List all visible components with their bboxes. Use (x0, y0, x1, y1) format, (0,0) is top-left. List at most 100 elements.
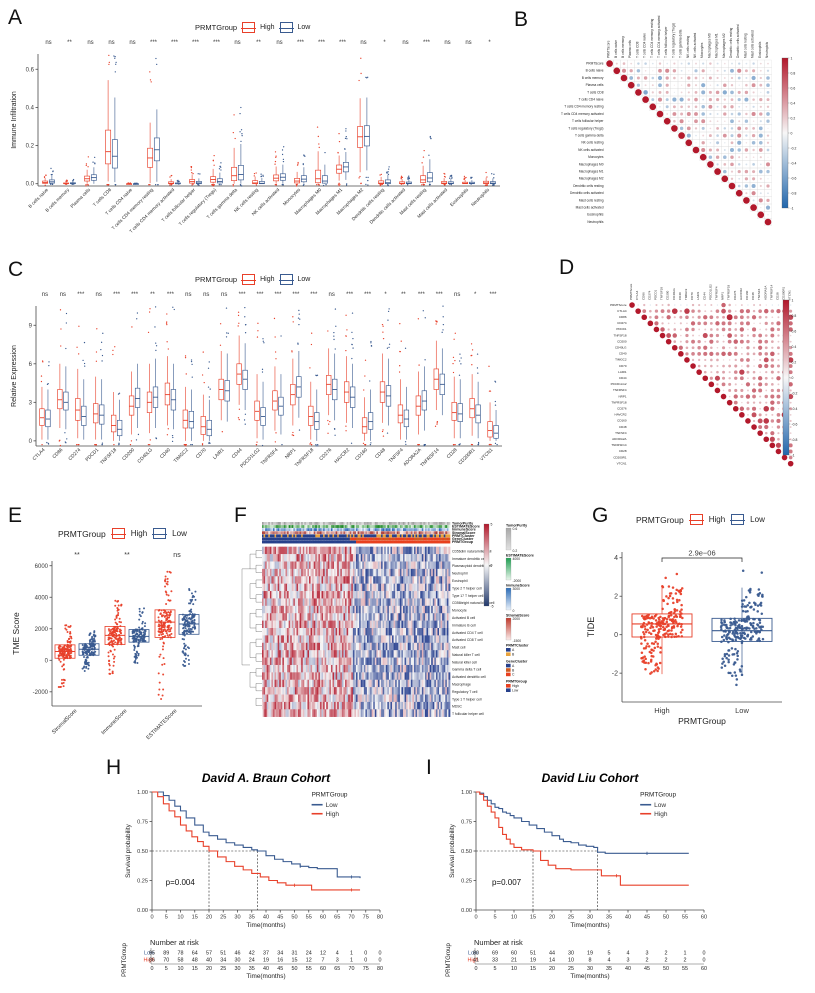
svg-text:CD274: CD274 (67, 447, 82, 462)
svg-text:TME Score: TME Score (11, 612, 21, 655)
panel-g-label: G (592, 504, 609, 527)
svg-text:0: 0 (792, 376, 794, 380)
svg-text:Dendritic cells resting: Dendritic cells resting (729, 27, 733, 58)
svg-text:0.6: 0.6 (792, 329, 797, 333)
panel-c-label: C (8, 258, 24, 281)
svg-text:CD86: CD86 (641, 292, 645, 300)
panel-a-label: A (8, 6, 23, 29)
svg-text:Immune Infiltration: Immune Infiltration (11, 91, 18, 149)
svg-text:***: *** (257, 292, 265, 298)
svg-text:Plasmacytoid dendritic cell: Plasmacytoid dendritic cell (452, 564, 492, 568)
panel-e-label: E (8, 504, 23, 527)
svg-text:ns: ns (42, 292, 48, 298)
svg-text:-1: -1 (792, 453, 795, 457)
svg-text:CD40LG: CD40LG (672, 288, 676, 300)
svg-text:PDCD1: PDCD1 (616, 327, 627, 331)
svg-text:ADORA2A: ADORA2A (612, 437, 626, 441)
panel-i: I David Liu Cohort 0.00 0.25 0.50 0.75 1.00 0 5… (420, 756, 750, 993)
svg-text:0: 0 (29, 439, 33, 445)
svg-text:NRP1: NRP1 (618, 394, 626, 398)
svg-text:Type 17 T helper cell: Type 17 T helper cell (452, 594, 484, 598)
legend-label-low: Low (297, 24, 311, 31)
svg-text:**: ** (67, 40, 72, 46)
svg-text:**: ** (150, 292, 155, 298)
svg-text:Neutrophils: Neutrophils (470, 187, 490, 207)
svg-text:ns: ns (360, 40, 366, 46)
svg-text:***: *** (239, 292, 247, 298)
svg-text:CD276: CD276 (318, 447, 333, 462)
svg-text:CD48: CD48 (374, 447, 387, 460)
panel-h-km-plot: David A. Braun Cohort0.000.250.500.751.0… (122, 771, 383, 980)
svg-text:TNFRSF18: TNFRSF18 (611, 400, 627, 404)
svg-text:ns: ns (185, 292, 191, 298)
svg-text:TNFRSF14: TNFRSF14 (611, 443, 627, 447)
svg-text:CD276: CD276 (733, 290, 737, 300)
svg-text:HAVCR2: HAVCR2 (333, 447, 351, 465)
svg-text:0: 0 (791, 131, 793, 135)
svg-text:2000: 2000 (35, 627, 49, 633)
legend-key-low (278, 22, 294, 33)
svg-text:Mast cells resting: Mast cells resting (579, 198, 604, 202)
svg-text:ns: ns (60, 292, 66, 298)
svg-text:VTCN1: VTCN1 (788, 290, 792, 300)
svg-text:PRMTCluster: PRMTCluster (452, 534, 475, 538)
svg-text:HAVCR2: HAVCR2 (615, 413, 627, 417)
svg-text:CD48: CD48 (619, 425, 627, 429)
svg-text:0.0: 0.0 (26, 182, 35, 188)
svg-text:**: ** (124, 552, 130, 559)
legend-key-high (110, 528, 126, 539)
svg-text:6: 6 (29, 362, 33, 368)
legend-label-high: High (708, 515, 726, 524)
svg-text:Dendritic cells activated: Dendritic cells activated (369, 187, 407, 225)
svg-text:T cells CD4 naive: T cells CD4 naive (579, 97, 604, 101)
svg-text:TNFSF4: TNFSF4 (757, 288, 761, 300)
svg-text:Monocytes: Monocytes (700, 42, 704, 58)
svg-text:***: *** (167, 292, 175, 298)
svg-text:T cells regulatory (Tregs): T cells regulatory (Tregs) (178, 187, 218, 227)
svg-text:CD200: CD200 (121, 447, 136, 462)
svg-text:ns: ns (203, 292, 209, 298)
svg-text:B cells naive: B cells naive (586, 69, 604, 73)
svg-text:ns: ns (129, 40, 135, 46)
svg-text:PRMTGroup: PRMTGroup (452, 540, 474, 544)
svg-text:T cells CD4 naive: T cells CD4 naive (643, 33, 647, 58)
svg-text:***: *** (171, 40, 179, 46)
svg-text:ns: ns (402, 40, 408, 46)
svg-text:Neutrophils: Neutrophils (765, 41, 769, 58)
svg-text:T cells gamma delta: T cells gamma delta (679, 29, 683, 58)
svg-text:-0.4: -0.4 (792, 407, 798, 411)
svg-text:TumorPurity: TumorPurity (452, 522, 473, 526)
svg-text:CD274: CD274 (617, 321, 627, 325)
svg-text:***: *** (318, 40, 326, 46)
svg-text:***: *** (490, 292, 498, 298)
svg-text:ImmuneScore: ImmuneScore (100, 708, 128, 736)
panel-h: H David A. Braun Cohort 0.00 0.25 0.50 0.75 1… (100, 756, 420, 993)
svg-text:Monocytes: Monocytes (282, 187, 302, 207)
svg-text:CD86: CD86 (619, 315, 627, 319)
svg-text:Mast cells activated: Mast cells activated (576, 205, 604, 209)
legend-key-high (688, 514, 704, 525)
svg-text:TNFRSF4: TNFRSF4 (613, 388, 627, 392)
svg-text:Eosinophils: Eosinophils (449, 187, 470, 208)
svg-text:T cells CD4 memory activated: T cells CD4 memory activated (561, 112, 604, 116)
svg-text:VTCN1: VTCN1 (479, 447, 495, 463)
svg-text:PDCD1LG2: PDCD1LG2 (708, 284, 712, 300)
svg-text:ns: ns (87, 40, 93, 46)
svg-text:NRP1: NRP1 (721, 292, 725, 300)
svg-text:PDCD1: PDCD1 (84, 447, 100, 463)
svg-text:NK cells resting: NK cells resting (581, 141, 603, 145)
svg-text:Dendritic cells resting: Dendritic cells resting (573, 184, 604, 188)
svg-text:1: 1 (792, 298, 794, 302)
svg-text:Type 2 T helper cell: Type 2 T helper cell (452, 586, 482, 590)
svg-text:ns: ns (276, 40, 282, 46)
legend-label-high: High (130, 529, 148, 538)
svg-text:PDCD1LG2: PDCD1LG2 (611, 382, 627, 386)
svg-text:B cells naive: B cells naive (27, 187, 49, 209)
svg-text:Immature dendritic cell: Immature dendritic cell (452, 557, 486, 561)
svg-text:-0.6: -0.6 (792, 422, 798, 426)
svg-text:StromalScore: StromalScore (452, 531, 475, 535)
svg-text:Neutrophil: Neutrophil (452, 572, 468, 576)
svg-text:CD200: CD200 (617, 339, 627, 343)
svg-text:-0.4: -0.4 (791, 161, 797, 165)
